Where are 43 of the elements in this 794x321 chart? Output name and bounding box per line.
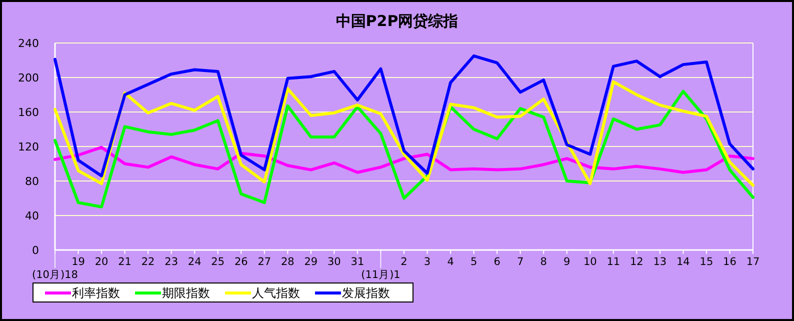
x-tick-label: (11月)1: [361, 269, 400, 281]
x-tick-label: 27: [258, 256, 272, 268]
y-tick-label: 40: [25, 210, 39, 222]
legend-label: 期限指数: [162, 286, 210, 300]
x-tick-label: 21: [118, 256, 132, 268]
legend-label: 人气指数: [252, 286, 300, 300]
x-tick-label: 13: [653, 256, 667, 268]
x-tick-label: 14: [676, 256, 690, 268]
x-tick-label: 26: [234, 256, 248, 268]
x-tick-label: 24: [188, 256, 202, 268]
x-tick-label: 30: [328, 256, 341, 268]
x-tick-label: 10: [583, 256, 597, 268]
x-tick-label: 22: [141, 256, 155, 268]
x-tick-label: 29: [304, 256, 318, 268]
y-tick-label: 160: [18, 106, 39, 119]
y-tick-label: 240: [18, 37, 39, 50]
x-tick-label: 5: [470, 256, 478, 268]
legend-label: 利率指数: [72, 286, 120, 300]
x-tick-label: 11: [606, 256, 620, 268]
x-tick-label: 25: [211, 256, 225, 268]
x-tick-label: 12: [630, 256, 644, 268]
x-tick-label: 16: [723, 256, 737, 268]
x-tick-label: 6: [494, 256, 501, 268]
x-tick-label: 20: [94, 256, 108, 268]
x-tick-label: 28: [280, 256, 294, 268]
y-tick-label: 80: [25, 175, 39, 188]
x-tick-label: 23: [164, 256, 178, 268]
x-tick-label: 2: [400, 256, 408, 268]
chart-title: 中国P2P网贷综指: [336, 12, 458, 30]
y-tick-label: 120: [18, 140, 39, 154]
x-tick-label: 9: [564, 256, 570, 268]
x-tick-label: 4: [447, 256, 454, 268]
x-tick-label: 15: [700, 256, 714, 268]
x-tick-label: 31: [350, 256, 364, 268]
y-tick-label: 0: [32, 244, 39, 257]
x-tick-label: (10月)18: [32, 269, 78, 281]
x-tick-label: 8: [540, 256, 547, 268]
x-tick-label: 17: [746, 256, 760, 268]
x-tick-label: 3: [424, 256, 431, 268]
y-tick-label: 200: [18, 72, 39, 84]
x-tick-label: 19: [72, 256, 85, 268]
legend-label: 发展指数: [342, 286, 390, 300]
x-tick-label: 7: [516, 256, 524, 268]
